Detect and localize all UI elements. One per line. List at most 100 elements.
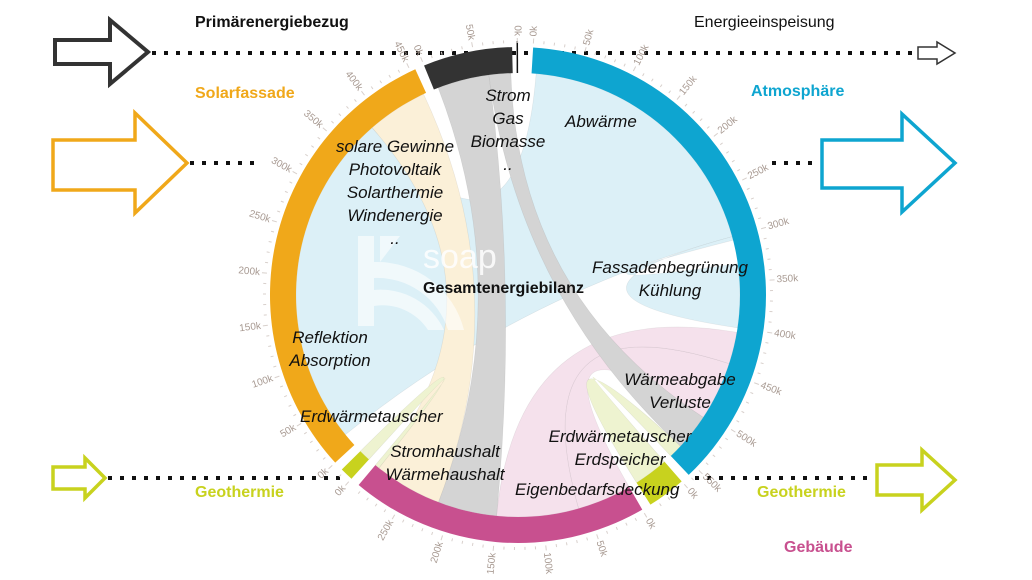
- tick-mark: [331, 120, 334, 124]
- tick-mark: [421, 528, 424, 532]
- tick-mark: [440, 51, 443, 55]
- tick-mark: [270, 230, 275, 233]
- tick-mark: [280, 200, 284, 203]
- tick-mark: [266, 251, 270, 253]
- tick-mark: [659, 503, 662, 507]
- tick-mark: [338, 113, 342, 117]
- tick-mark: [675, 490, 679, 494]
- solar-annotation: solare Gewinne Photovoltaik Solarthermie…: [317, 135, 473, 250]
- tick-mark: [345, 481, 350, 486]
- tick-label: 50k: [594, 539, 610, 559]
- tick-mark: [430, 55, 433, 59]
- tick-mark: [451, 538, 454, 542]
- tick-label: 150k: [239, 321, 263, 335]
- chord-primary-building: [437, 74, 506, 517]
- green-annotation: Fassadenbegrünung Kühlung: [580, 256, 760, 302]
- losses-annotation: Wärmeabgabe Verluste: [610, 368, 750, 414]
- tick-mark: [594, 51, 597, 56]
- chord-atmosphere-atmosphere: [626, 236, 741, 329]
- tick-mark: [471, 42, 474, 48]
- tick-mark: [604, 55, 607, 59]
- annotation-line: ..: [503, 155, 513, 174]
- tick-mark: [643, 512, 648, 518]
- tick-mark: [270, 355, 274, 358]
- tick-mark: [706, 126, 710, 129]
- tick-mark: [277, 210, 281, 213]
- tick-label: 250k: [376, 517, 397, 542]
- center-title: Gesamtenergiebilanz: [423, 280, 584, 297]
- tick-mark: [754, 382, 760, 385]
- annotation-line: Photovoltaik: [348, 160, 442, 179]
- annotation-line: Reflektion: [292, 328, 368, 347]
- tick-mark: [284, 190, 288, 194]
- tick-mark: [760, 226, 767, 230]
- tick-label: 50k: [582, 27, 597, 46]
- tick-mark: [676, 95, 681, 100]
- tick-label: 0k: [333, 483, 349, 499]
- tick-mark: [379, 80, 383, 84]
- annotation-line: solare Gewinne: [335, 137, 455, 156]
- tick-mark: [273, 365, 277, 368]
- tick-mark: [683, 483, 688, 489]
- tick-mark: [317, 136, 321, 140]
- annotation-line: Erdwärmetauscher: [548, 427, 692, 446]
- tick-mark: [712, 454, 716, 458]
- tick-mark: [292, 171, 298, 175]
- tick-mark: [737, 168, 741, 172]
- tick-label: 0k: [512, 25, 523, 37]
- arc-primary: [424, 47, 513, 90]
- tick-mark: [431, 531, 434, 536]
- tick-label: 250k: [746, 162, 771, 182]
- atmosphere-heading: Atmosphäre: [751, 83, 845, 100]
- tick-label: 400k: [343, 69, 366, 94]
- tick-label: 50k: [279, 422, 299, 440]
- tick-label: 100k: [541, 552, 554, 576]
- tick-label: 200k: [716, 114, 741, 137]
- tick-mark: [366, 497, 369, 501]
- tick-mark: [750, 391, 754, 395]
- tick-mark: [391, 514, 396, 520]
- tick-mark: [283, 395, 288, 398]
- tick-mark: [402, 519, 405, 523]
- tick-mark: [763, 352, 767, 354]
- chord-building-atmosphere: [564, 346, 730, 509]
- tick-mark: [328, 464, 333, 470]
- tick-mark: [288, 404, 292, 407]
- tick-mark: [615, 526, 618, 531]
- tick-label: 150k: [677, 73, 700, 98]
- tick-mark: [713, 132, 719, 137]
- tick-mark: [586, 537, 589, 541]
- tick-mark: [765, 248, 769, 250]
- tick-mark: [370, 86, 374, 90]
- tick-mark: [613, 59, 617, 63]
- abwaerme-annotation: Abwärme: [565, 112, 637, 131]
- tick-mark: [322, 457, 326, 460]
- tick-mark: [411, 524, 414, 528]
- solar-arrow-icon: [51, 108, 190, 218]
- tick-mark: [316, 448, 320, 452]
- tick-mark: [758, 217, 762, 220]
- tick-mark: [305, 153, 309, 157]
- tick-mark: [397, 69, 401, 73]
- tick-mark: [279, 385, 284, 388]
- tick-mark: [576, 539, 578, 544]
- tick-label: 50k: [463, 23, 477, 42]
- tick-label: 500k: [734, 429, 759, 450]
- tick-mark: [726, 151, 730, 154]
- geo-right-heading: Geothermie: [757, 484, 846, 501]
- tick-label: 300k: [766, 216, 791, 233]
- chord-solar-building: [371, 93, 476, 503]
- tick-mark: [309, 440, 313, 444]
- tick-mark: [461, 540, 464, 544]
- atmosphere-arrow-icon: [820, 109, 958, 217]
- tick-mark: [311, 145, 315, 148]
- tick-mark: [563, 44, 566, 48]
- tick-mark: [754, 207, 758, 210]
- tick-mark: [699, 118, 703, 122]
- tick-mark: [692, 110, 696, 114]
- tick-label: 200k: [429, 540, 446, 565]
- tick-mark: [440, 535, 444, 541]
- tick-label: 100k: [632, 42, 652, 67]
- tick-mark: [763, 237, 767, 240]
